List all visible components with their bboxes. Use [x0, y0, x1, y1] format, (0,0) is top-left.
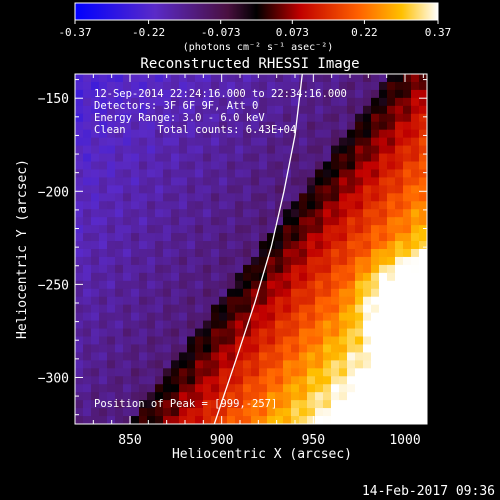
footer-timestamp: 14-Feb-2017 09:36 [362, 484, 495, 499]
x-tick-label: 850 [118, 433, 141, 448]
chart-title: Reconstructed RHESSI Image [140, 56, 359, 72]
colorbar-tick-label: 0.073 [276, 26, 309, 39]
y-axis-label: Heliocentric Y (arcsec) [15, 159, 30, 339]
y-tick-label: −200 [38, 185, 69, 200]
colorbar-tick-label: -0.073 [201, 26, 241, 39]
x-axis-label: Heliocentric X (arcsec) [172, 447, 352, 462]
plot-frame [74, 73, 428, 425]
x-axis-ticks: 850 900 950 1000 [92, 74, 424, 448]
y-tick-label: −150 [38, 92, 69, 107]
annotation-peak-position: Position of Peak = [999,-257] [94, 398, 277, 410]
colorbar [74, 2, 439, 21]
colorbar-tick-label: 0.37 [425, 26, 452, 39]
y-axis-ticks: −150 −200 −250 −300 [38, 79, 427, 416]
x-tick-label: 900 [210, 433, 233, 448]
y-tick-label: −250 [38, 278, 69, 293]
colorbar-tick-label: -0.22 [132, 26, 165, 39]
colorbar-unit-label: (photons cm⁻² s⁻¹ asec⁻²) [183, 42, 334, 53]
colorbar-tick-label: -0.37 [58, 26, 91, 39]
annotation-energy-range: Energy Range: 3.0 - 6.0 keV [94, 112, 265, 124]
solar-limb-curve [213, 74, 303, 424]
annotation-detectors: Detectors: 3F 6F 9F, Att 0 [94, 100, 258, 112]
annotation-time-range: 12-Sep-2014 22:24:16.000 to 22:34:16.000 [94, 88, 347, 100]
colorbar-tick-label: 0.22 [351, 26, 378, 39]
heatmap-image [75, 74, 427, 424]
y-tick-label: −300 [38, 371, 69, 386]
x-tick-label: 1000 [389, 433, 420, 448]
annotation-total-counts: Clean Total counts: 6.43E+04 [94, 124, 296, 136]
x-tick-label: 950 [302, 433, 325, 448]
colorbar-ticks: -0.37 -0.22 -0.073 0.073 0.22 0.37 [58, 20, 451, 39]
